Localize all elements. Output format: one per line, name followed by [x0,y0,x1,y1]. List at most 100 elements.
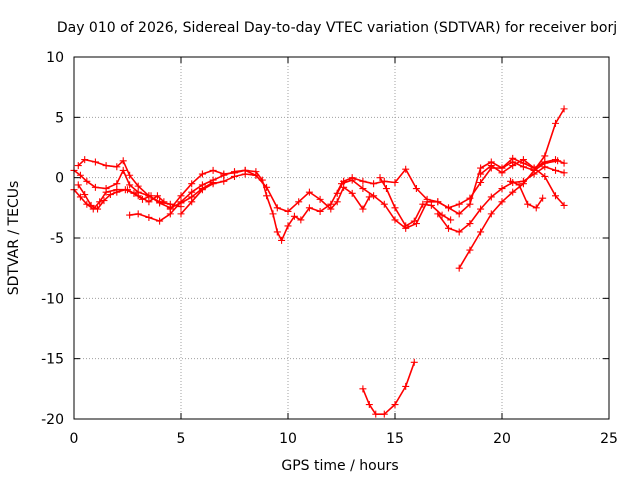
data-point [380,410,388,418]
data-point [188,180,196,188]
y-axis-label: SDTVAR / TECUs [6,181,22,296]
data-point [552,192,559,200]
data-point [423,195,431,203]
data-point [560,169,568,177]
data-point [263,192,271,200]
data-point [487,193,495,201]
data-point [509,162,517,170]
data-point [198,170,206,178]
data-point [295,198,303,206]
data-point [466,220,474,228]
data-point [402,165,410,173]
data-point [359,205,367,213]
data-point [340,177,348,185]
data-point [209,180,217,188]
x-tick-label: 0 [70,431,79,447]
data-point [359,185,367,193]
data-point [333,189,341,197]
data-point [402,222,410,230]
data-point [76,193,84,201]
data-point [477,178,485,186]
data-point [156,217,164,225]
data-point [365,401,373,409]
data-point [519,180,527,188]
data-point [252,171,260,179]
data-point [487,162,495,170]
data-point [113,188,121,196]
y-tick-label: -10 [41,291,64,307]
data-point [305,188,313,196]
data-point [284,207,292,215]
data-point [305,204,313,212]
data-point [278,236,286,244]
data-point [365,193,373,201]
data-point [119,157,127,165]
data-point [391,204,399,212]
data-point [515,181,523,189]
y-tick-label: 10 [46,50,64,66]
data-point [316,207,324,215]
x-axis-label: GPS time / hours [281,458,398,474]
data-point [445,224,452,232]
data-point [231,172,238,180]
x-tick-label: 10 [279,431,297,447]
data-point [209,166,217,174]
data-point [83,200,91,208]
data-point [372,410,380,418]
data-point [410,217,418,225]
data-point [74,162,82,170]
data-point [391,401,399,409]
data-point [359,385,367,393]
series-trace [362,361,416,415]
data-point [359,177,367,185]
data-series-arc10 [434,163,568,236]
data-point [119,166,127,174]
data-point [177,198,185,206]
series-trace [73,188,165,210]
data-point [102,162,110,170]
data-point [466,200,474,208]
data-point [273,204,281,212]
data-point [427,201,435,209]
data-point [113,180,121,188]
data-point [455,264,463,272]
data-series-arc9 [376,174,455,230]
data-point [113,163,121,171]
data-series-arc12 [477,156,568,209]
data-point [188,188,196,196]
data-point [134,210,142,218]
data-point [507,177,515,185]
x-tick-label: 15 [386,431,404,447]
y-tick-label: -20 [41,412,64,428]
data-point [81,191,89,199]
data-point [509,188,517,196]
data-point [76,171,84,179]
data-point [524,200,532,208]
axis-layer: 0 5 10 15 20 25 -20 -15 -10 -5 0 5 10 [41,50,618,447]
data-point [434,210,442,218]
data-point [220,170,228,178]
data-point [106,191,114,199]
data-point [126,211,134,219]
data-point [498,169,506,177]
data-point [74,181,82,189]
data-point [541,152,549,160]
data-point [466,246,474,254]
data-point [519,156,527,164]
x-tick-label: 20 [493,431,511,447]
data-point [348,189,356,197]
chart-title: Day 010 of 2026, Sidereal Day-to-day VTE… [57,20,617,36]
data-point [100,197,108,205]
data-point [121,186,129,194]
data-point [402,382,410,390]
data-point [130,189,138,197]
y-tick-label: -15 [41,352,64,368]
data-point [477,170,485,178]
data-point [477,228,485,236]
data-point [447,216,455,224]
data-point [91,183,99,191]
data-point [348,174,356,182]
data-point [434,198,442,206]
data-point [83,177,91,185]
data-point [554,157,562,165]
